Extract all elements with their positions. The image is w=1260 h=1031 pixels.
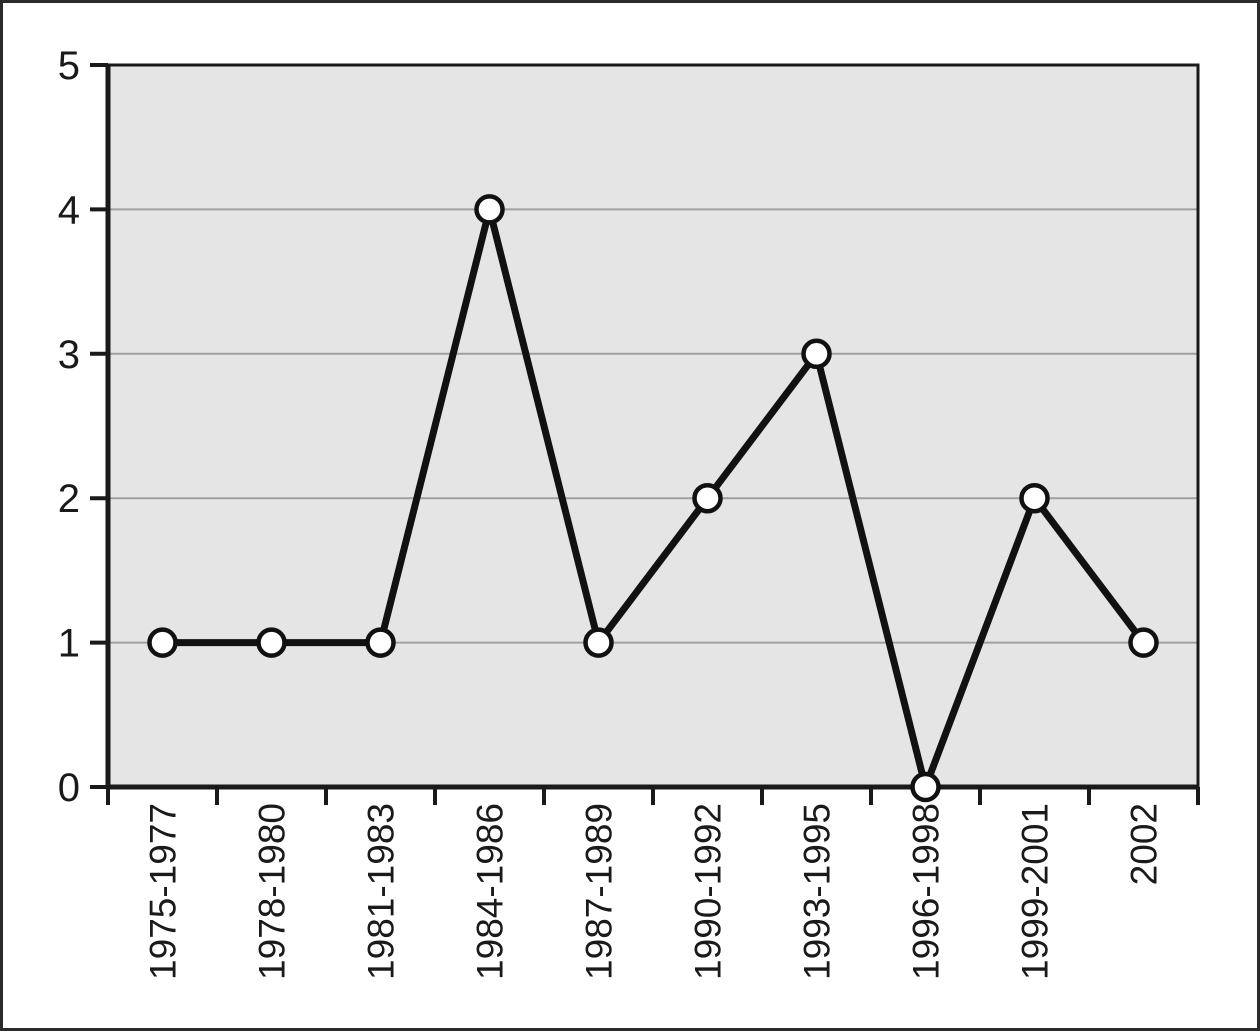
x-tick-label: 2002 xyxy=(1124,803,1165,885)
data-point-marker xyxy=(256,627,287,658)
data-point-marker xyxy=(147,627,178,658)
data-point-marker xyxy=(910,771,941,803)
data-point-marker xyxy=(801,338,832,370)
x-tick-label: 1987-1989 xyxy=(579,803,620,980)
x-tick-label: 1975-1977 xyxy=(143,803,184,980)
y-tick-label: 3 xyxy=(58,333,80,377)
data-point-marker xyxy=(1128,627,1159,658)
data-point-marker xyxy=(692,482,723,514)
data-point-marker xyxy=(474,194,505,225)
data-line xyxy=(159,205,1147,791)
x-tick-label: 1978-1980 xyxy=(252,803,293,980)
x-tick-label: 1984-1986 xyxy=(470,803,511,980)
plot-area xyxy=(108,65,1198,787)
x-tick-label: 1990-1992 xyxy=(688,803,729,980)
y-tick-label: 1 xyxy=(58,622,80,666)
x-tick-label: 1999-2001 xyxy=(1015,803,1056,980)
y-tick-label: 5 xyxy=(58,44,80,88)
y-tick-label: 4 xyxy=(58,188,80,232)
x-tick-label: 1993-1995 xyxy=(797,803,838,980)
y-tick-label: 2 xyxy=(58,477,80,521)
data-point-marker xyxy=(583,627,614,658)
y-tick-label: 0 xyxy=(58,766,80,810)
data-point-marker xyxy=(1019,482,1050,514)
line-chart: 0 1 2 3 4 5 1975-1977 1978-1980 1981-1983 1984-19… xyxy=(58,44,1200,980)
x-tick-label: 1996-1998 xyxy=(906,803,947,980)
x-tick-label: 1981-1983 xyxy=(361,803,402,980)
data-point-marker xyxy=(365,627,396,658)
